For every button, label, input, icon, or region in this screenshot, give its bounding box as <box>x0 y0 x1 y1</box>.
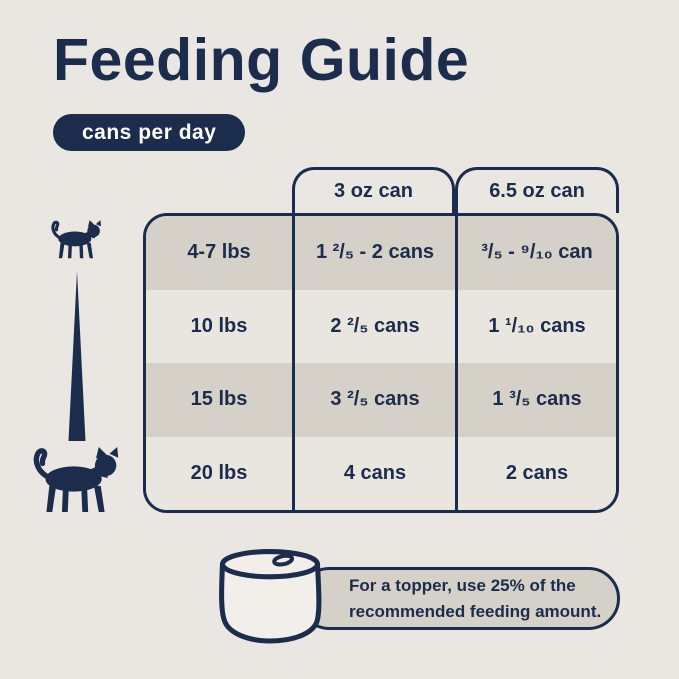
cans-per-day-badge: cans per day <box>53 114 246 151</box>
value-cell-3oz: 2 ²/₅ cans <box>292 289 455 363</box>
topper-note-line1: For a topper, use 25% of the <box>349 576 576 595</box>
page-title: Feeding Guide <box>53 27 470 93</box>
weight-cell: 10 lbs <box>146 289 292 363</box>
weight-cell: 4-7 lbs <box>146 216 292 290</box>
value-cell-65oz: 1 ¹/₁₀ cans <box>455 289 616 363</box>
value-cell-3oz: 1 ²/₅ - 2 cans <box>292 216 455 290</box>
cat-food-can-icon <box>219 549 322 644</box>
value-cell-65oz: ³/₅ - ⁹/₁₀ can <box>455 216 616 290</box>
value-cell-3oz: 3 ²/₅ cans <box>292 363 455 437</box>
large-cat-icon <box>33 447 119 513</box>
topper-note: For a topper, use 25% of the recommended… <box>298 567 620 630</box>
column-header-3oz: 3 oz can <box>292 167 455 213</box>
weight-range-triangle-icon <box>68 271 86 441</box>
value-cell-65oz: 1 ³/₅ cans <box>455 363 616 437</box>
small-cat-icon <box>51 220 102 259</box>
weight-cell: 20 lbs <box>146 436 292 510</box>
column-header-65oz: 6.5 oz can <box>455 167 619 213</box>
value-cell-65oz: 2 cans <box>455 436 616 510</box>
value-cell-3oz: 4 cans <box>292 436 455 510</box>
topper-note-line2: recommended feeding amount. <box>349 601 602 621</box>
weight-cell: 15 lbs <box>146 363 292 437</box>
feeding-table: 4-7 lbs 1 ²/₅ - 2 cans ³/₅ - ⁹/₁₀ can 10… <box>143 213 619 513</box>
